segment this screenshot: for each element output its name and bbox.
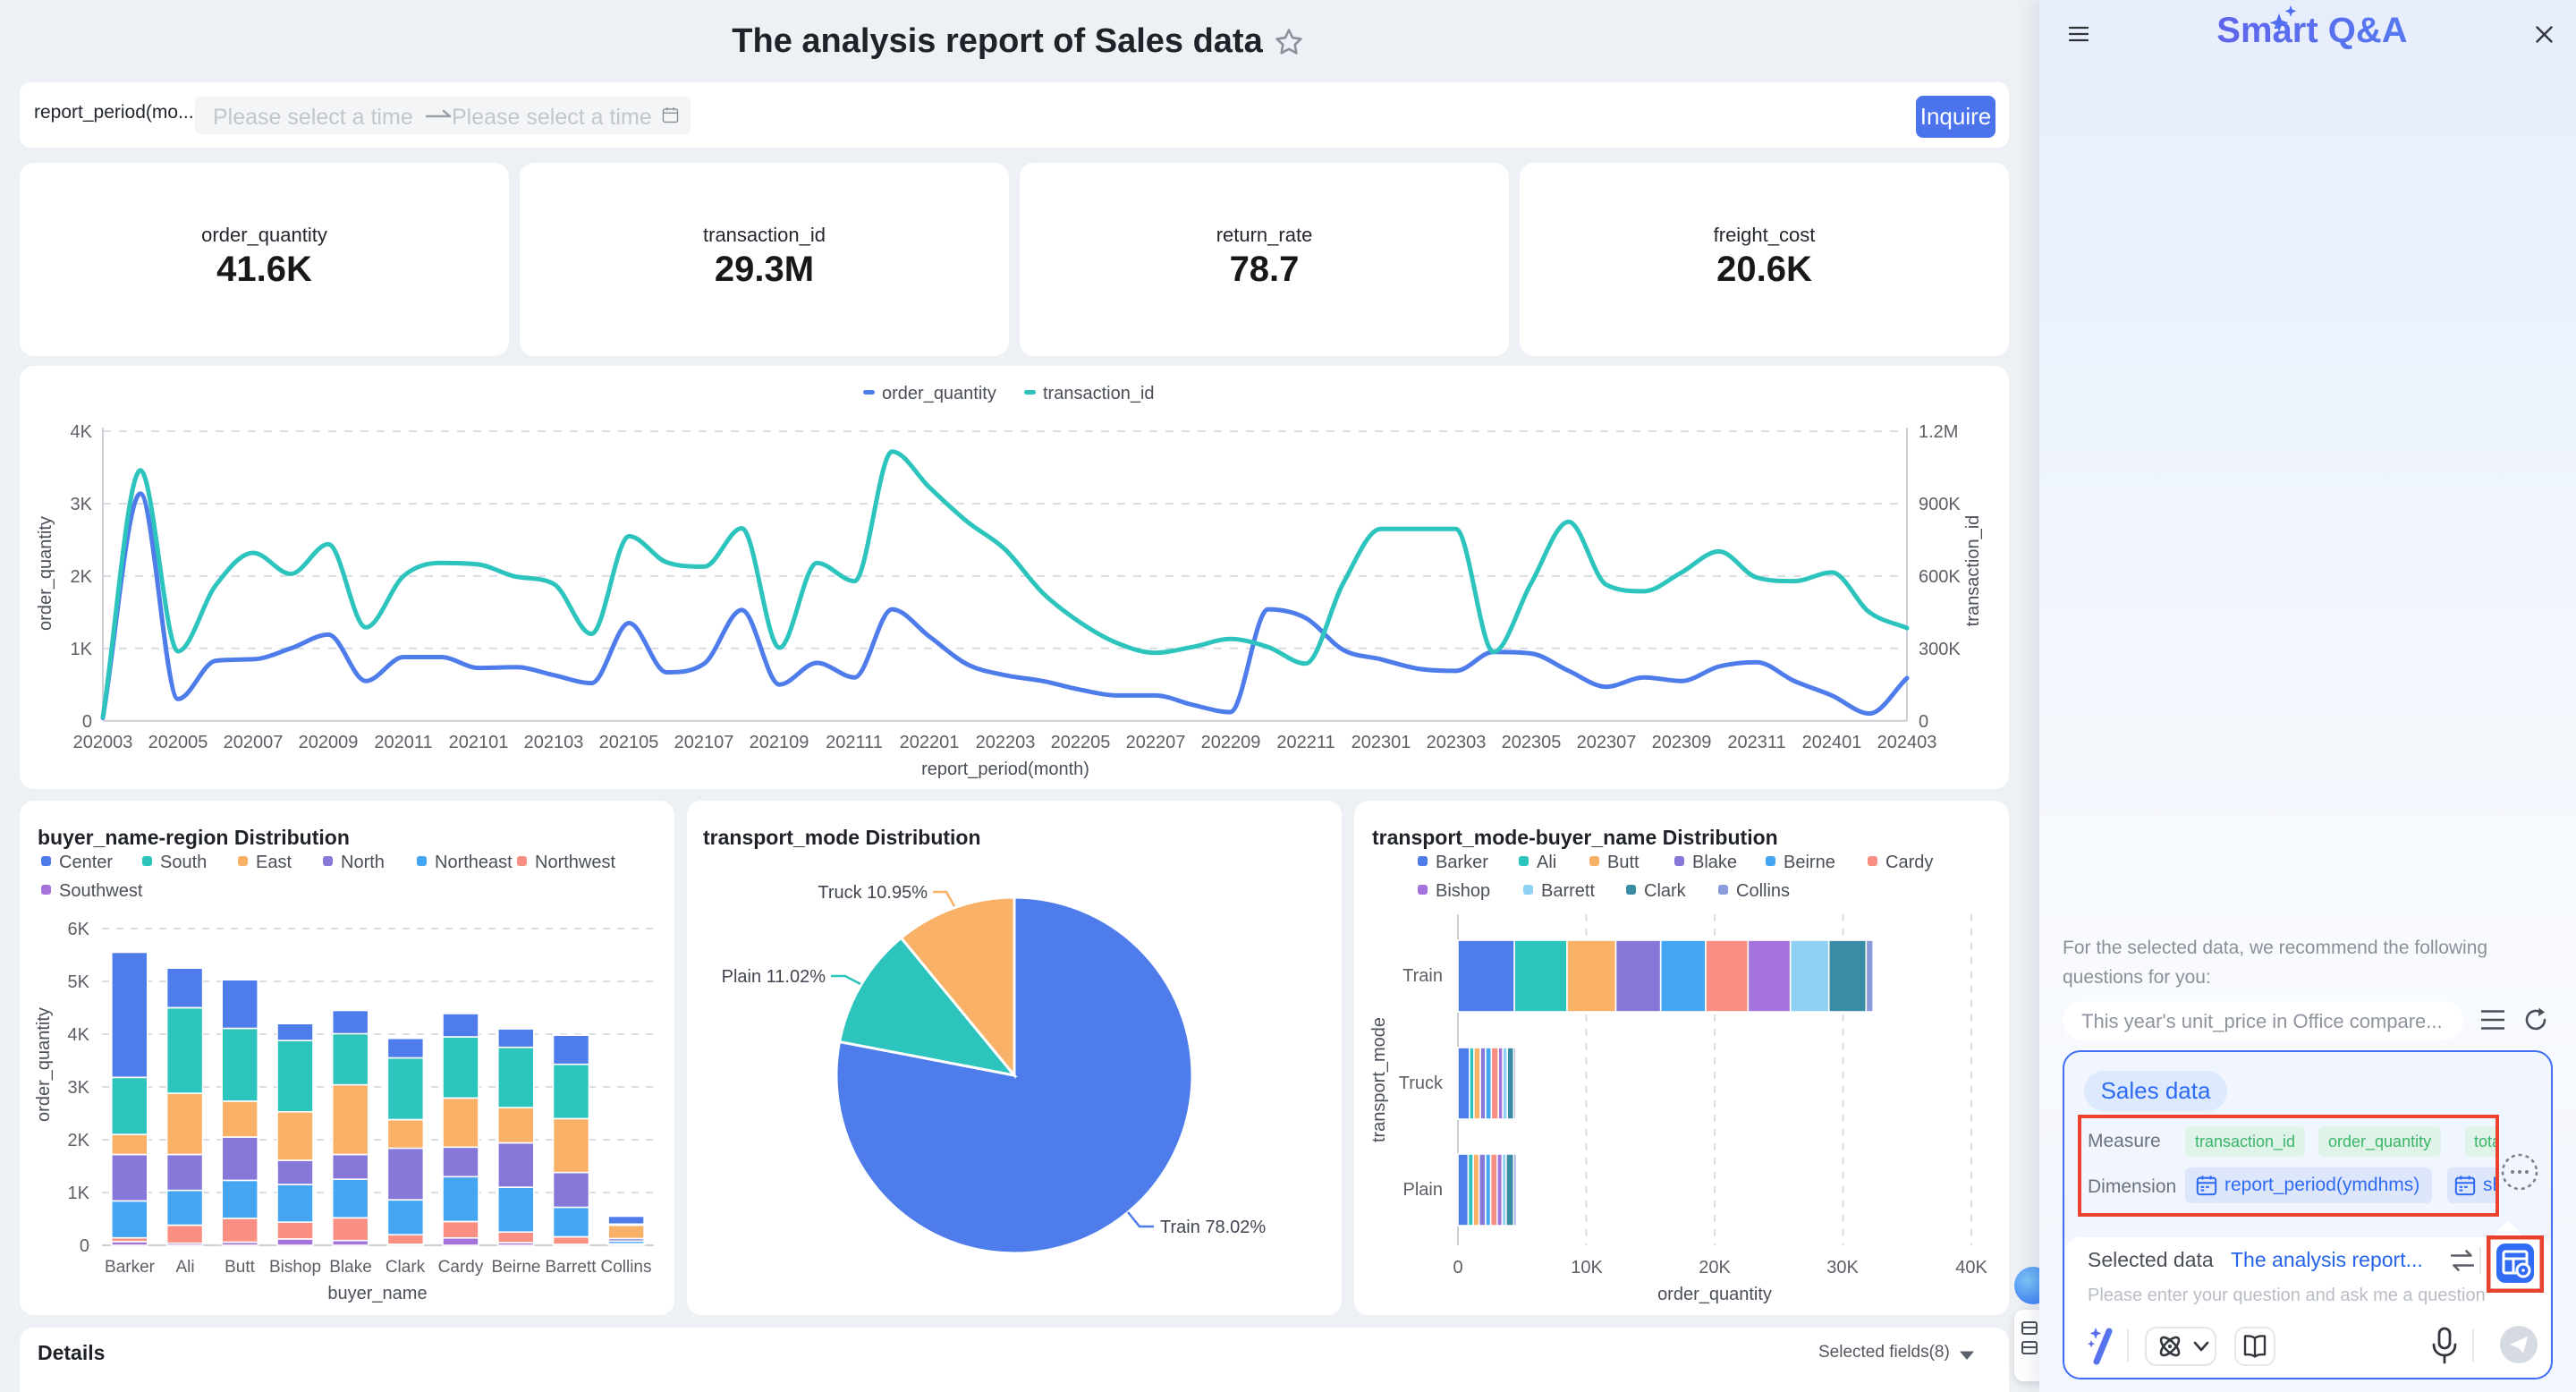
svg-text:Train 78.02%: Train 78.02% bbox=[1160, 1218, 1266, 1237]
svg-text:Collins: Collins bbox=[600, 1258, 651, 1277]
svg-text:North: North bbox=[341, 853, 385, 872]
svg-text:202401: 202401 bbox=[1802, 733, 1862, 752]
svg-text:1.2M: 1.2M bbox=[1919, 422, 1958, 442]
svg-text:1K: 1K bbox=[68, 1184, 90, 1203]
svg-text:Blake: Blake bbox=[329, 1258, 372, 1277]
svg-text:6K: 6K bbox=[68, 920, 90, 939]
svg-text:2K: 2K bbox=[68, 1131, 90, 1150]
svg-text:Train: Train bbox=[1402, 966, 1443, 986]
svg-text:Ali: Ali bbox=[175, 1258, 194, 1277]
svg-text:202101: 202101 bbox=[449, 733, 509, 752]
svg-text:Cardy: Cardy bbox=[438, 1258, 484, 1277]
svg-text:transaction_id: transaction_id bbox=[1963, 515, 1983, 627]
svg-text:10K: 10K bbox=[1571, 1258, 1603, 1277]
svg-text:South: South bbox=[160, 853, 207, 872]
svg-text:transport_mode Distribution: transport_mode Distribution bbox=[703, 826, 981, 849]
svg-text:202207: 202207 bbox=[1126, 733, 1186, 752]
svg-text:Butt: Butt bbox=[1607, 853, 1640, 872]
svg-text:order_quantity: order_quantity bbox=[882, 384, 996, 403]
svg-text:Barrett: Barrett bbox=[545, 1258, 597, 1277]
svg-text:Clark: Clark bbox=[386, 1258, 426, 1277]
svg-text:Cardy: Cardy bbox=[1885, 853, 1933, 872]
svg-text:600K: 600K bbox=[1919, 567, 1961, 587]
svg-text:202005: 202005 bbox=[148, 733, 208, 752]
svg-text:202211: 202211 bbox=[1276, 733, 1335, 752]
svg-text:Northeast: Northeast bbox=[435, 853, 513, 872]
svg-text:Barker: Barker bbox=[1436, 853, 1488, 872]
svg-text:20K: 20K bbox=[1699, 1258, 1731, 1277]
svg-text:order_quantity: order_quantity bbox=[1657, 1285, 1772, 1304]
svg-text:202011: 202011 bbox=[374, 733, 432, 752]
svg-text:3K: 3K bbox=[71, 495, 93, 514]
svg-text:202307: 202307 bbox=[1577, 733, 1637, 752]
svg-text:Barrett: Barrett bbox=[1541, 881, 1595, 901]
svg-text:Bishop: Bishop bbox=[269, 1258, 321, 1277]
svg-text:202007: 202007 bbox=[224, 733, 284, 752]
svg-text:Truck 10.95%: Truck 10.95% bbox=[818, 883, 928, 903]
svg-text:Clark: Clark bbox=[1644, 881, 1687, 901]
svg-text:Truck: Truck bbox=[1399, 1074, 1444, 1093]
svg-text:202301: 202301 bbox=[1352, 733, 1411, 752]
svg-text:4K: 4K bbox=[71, 422, 93, 442]
svg-text:transport_mode: transport_mode bbox=[1369, 1017, 1389, 1142]
svg-text:202201: 202201 bbox=[900, 733, 960, 752]
svg-text:202103: 202103 bbox=[524, 733, 584, 752]
svg-text:order_quantity: order_quantity bbox=[36, 516, 55, 631]
svg-text:202111: 202111 bbox=[826, 733, 883, 752]
svg-text:202109: 202109 bbox=[750, 733, 809, 752]
svg-text:0: 0 bbox=[82, 712, 92, 732]
svg-text:Blake: Blake bbox=[1692, 853, 1737, 872]
svg-text:transport_mode-buyer_name Dist: transport_mode-buyer_name Distribution bbox=[1372, 826, 1778, 849]
svg-text:Plain: Plain bbox=[1403, 1180, 1443, 1200]
svg-text:0: 0 bbox=[1453, 1258, 1462, 1277]
svg-text:202003: 202003 bbox=[73, 733, 133, 752]
svg-text:Northwest: Northwest bbox=[535, 853, 615, 872]
svg-text:30K: 30K bbox=[1826, 1258, 1859, 1277]
svg-text:buyer_name-region Distribution: buyer_name-region Distribution bbox=[38, 826, 350, 849]
svg-text:0: 0 bbox=[1919, 712, 1928, 732]
svg-text:transaction_id: transaction_id bbox=[1043, 384, 1155, 403]
svg-text:202009: 202009 bbox=[299, 733, 359, 752]
svg-text:4K: 4K bbox=[68, 1025, 90, 1045]
svg-text:report_period(month): report_period(month) bbox=[921, 760, 1089, 779]
svg-text:202403: 202403 bbox=[1877, 733, 1937, 752]
svg-text:order_quantity: order_quantity bbox=[34, 1007, 54, 1122]
svg-text:Collins: Collins bbox=[1736, 881, 1790, 901]
svg-text:900K: 900K bbox=[1919, 495, 1961, 514]
svg-text:Center: Center bbox=[59, 853, 113, 872]
svg-text:East: East bbox=[256, 853, 292, 872]
svg-text:Ali: Ali bbox=[1537, 853, 1556, 872]
svg-text:300K: 300K bbox=[1919, 640, 1961, 659]
svg-text:3K: 3K bbox=[68, 1078, 90, 1098]
svg-text:202311: 202311 bbox=[1727, 733, 1785, 752]
svg-text:Bishop: Bishop bbox=[1436, 881, 1490, 901]
svg-text:Southwest: Southwest bbox=[59, 881, 143, 901]
svg-text:5K: 5K bbox=[68, 972, 90, 992]
svg-text:202309: 202309 bbox=[1652, 733, 1712, 752]
svg-text:Butt: Butt bbox=[225, 1258, 256, 1277]
svg-text:202209: 202209 bbox=[1201, 733, 1261, 752]
svg-text:Plain 11.02%: Plain 11.02% bbox=[722, 967, 826, 987]
svg-text:buyer_name: buyer_name bbox=[327, 1284, 427, 1303]
svg-text:2K: 2K bbox=[71, 567, 93, 587]
svg-text:0: 0 bbox=[80, 1236, 89, 1256]
svg-text:40K: 40K bbox=[1955, 1258, 1987, 1277]
svg-text:Beirne: Beirne bbox=[1784, 853, 1835, 872]
svg-text:Barker: Barker bbox=[105, 1258, 156, 1277]
svg-text:202205: 202205 bbox=[1051, 733, 1111, 752]
svg-text:202203: 202203 bbox=[976, 733, 1036, 752]
svg-text:202105: 202105 bbox=[599, 733, 659, 752]
svg-text:202305: 202305 bbox=[1502, 733, 1562, 752]
svg-text:202107: 202107 bbox=[674, 733, 734, 752]
svg-text:1K: 1K bbox=[71, 640, 93, 659]
svg-text:202303: 202303 bbox=[1427, 733, 1487, 752]
svg-text:Beirne: Beirne bbox=[492, 1258, 541, 1277]
